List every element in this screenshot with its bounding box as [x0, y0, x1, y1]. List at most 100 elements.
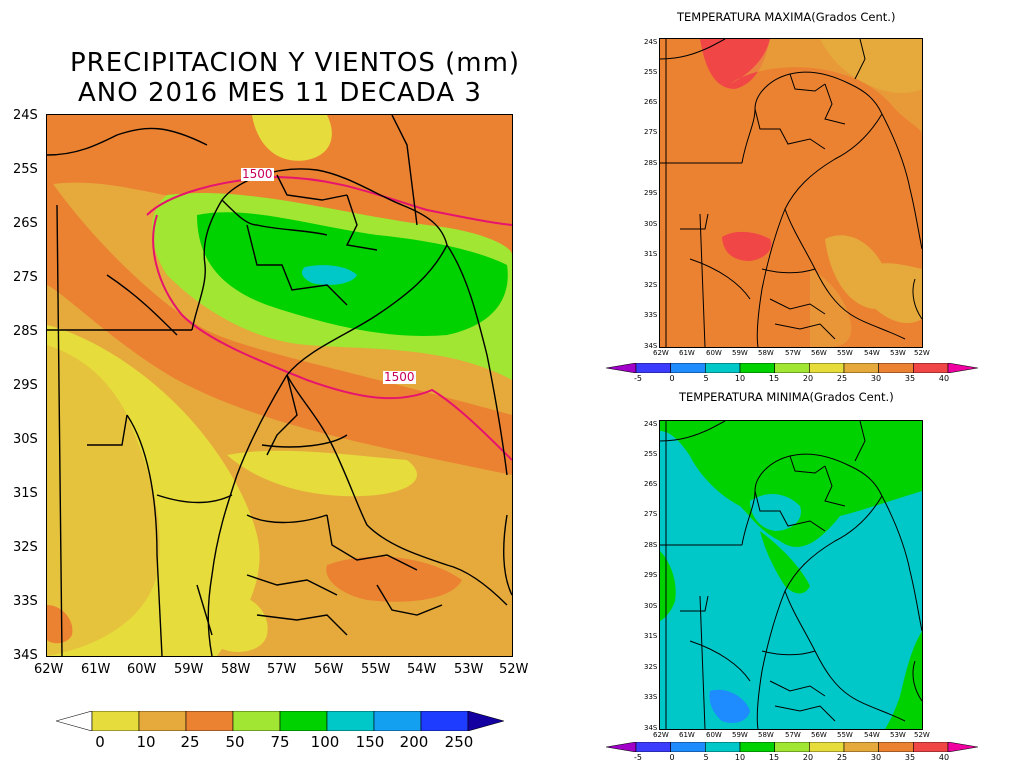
colorbar-label: 35 — [904, 374, 916, 383]
colorbar-swatch — [739, 742, 775, 752]
lon-label: 57W — [785, 731, 801, 739]
precipitation-colorbar — [56, 711, 504, 731]
lat-label: 26S — [644, 480, 658, 488]
lat-label: 29S — [644, 189, 658, 197]
lat-label: 29S — [644, 571, 658, 579]
tmin-title: TEMPERATURA MINIMA(Grados Cent.) — [679, 390, 894, 404]
lon-label: 55W — [361, 662, 391, 677]
lat-label: 27S — [644, 510, 658, 518]
colorbar-label: 10 — [136, 733, 156, 751]
lon-label: 52W — [914, 731, 930, 739]
lon-label: 52W — [914, 349, 930, 357]
lat-label: 33S — [13, 594, 38, 609]
lat-label: 28S — [13, 324, 38, 339]
lon-label: 54W — [864, 349, 880, 357]
lon-label: 54W — [864, 731, 880, 739]
lon-label: 57W — [267, 662, 297, 677]
colorbar-label: 5 — [703, 374, 709, 383]
colorbar-swatch — [705, 363, 741, 373]
colorbar-label: 20 — [802, 753, 814, 762]
colorbar-label: 150 — [355, 733, 385, 751]
tmax-title: TEMPERATURA MAXIMA(Grados Cent.) — [677, 10, 896, 24]
tmax-colorbar — [606, 363, 978, 373]
colorbar-label: 10 — [734, 374, 746, 383]
colorbar-swatch — [670, 363, 706, 373]
lat-label: 31S — [13, 486, 38, 501]
colorbar-swatch — [843, 363, 879, 373]
lat-label: 33S — [644, 693, 658, 701]
tmax-map — [659, 38, 923, 348]
lon-label: 60W — [706, 349, 722, 357]
lon-label: 56W — [811, 349, 827, 357]
lat-label: 28S — [644, 541, 658, 549]
colorbar-max-triangle — [947, 363, 978, 373]
lon-label: 60W — [127, 662, 157, 677]
main-title-line1: PRECIPITACION Y VIENTOS (mm) — [70, 48, 521, 78]
colorbar-label: 5 — [703, 753, 709, 762]
colorbar-swatch — [809, 742, 845, 752]
lat-label: 29S — [13, 378, 38, 393]
lat-label: 34S — [13, 648, 38, 663]
lat-label: 27S — [644, 128, 658, 136]
colorbar-swatch — [774, 363, 810, 373]
colorbar-swatch — [232, 711, 281, 731]
colorbar-swatch — [279, 711, 328, 731]
colorbar-swatch — [91, 711, 140, 731]
lat-label: 26S — [13, 216, 38, 231]
colorbar-swatch — [878, 363, 914, 373]
lon-label: 59W — [732, 349, 748, 357]
colorbar-swatch — [809, 363, 845, 373]
lon-label: 58W — [758, 349, 774, 357]
lon-label: 61W — [81, 662, 111, 677]
colorbar-label: 0 — [669, 753, 675, 762]
lat-label: 28S — [644, 159, 658, 167]
colorbar-min-triangle — [606, 742, 637, 752]
lon-label: 53W — [890, 731, 906, 739]
lat-label: 24S — [13, 108, 38, 123]
colorbar-label: 75 — [270, 733, 290, 751]
lon-label: 56W — [314, 662, 344, 677]
colorbar-swatch — [739, 363, 775, 373]
colorbar-min-triangle — [606, 363, 637, 373]
lon-label: 55W — [837, 731, 853, 739]
colorbar-label: -5 — [634, 374, 642, 383]
lon-label: 58W — [221, 662, 251, 677]
colorbar-min-triangle — [56, 711, 93, 731]
colorbar-label: -5 — [634, 753, 642, 762]
colorbar-swatch — [913, 363, 949, 373]
colorbar-label: 15 — [768, 374, 780, 383]
lon-label: 52W — [499, 662, 529, 677]
colorbar-label: 100 — [310, 733, 340, 751]
lat-label: 34S — [644, 724, 658, 732]
lat-label: 30S — [13, 432, 38, 447]
lat-label: 31S — [644, 632, 658, 640]
lon-label: 55W — [837, 349, 853, 357]
colorbar-label: 40 — [938, 753, 950, 762]
lat-label: 33S — [644, 311, 658, 319]
lon-label: 58W — [758, 731, 774, 739]
colorbar-swatches — [56, 711, 504, 731]
colorbar-label: 10 — [734, 753, 746, 762]
colorbar-swatch — [326, 711, 375, 731]
colorbar-swatches — [606, 742, 978, 752]
colorbar-swatch — [185, 711, 234, 731]
colorbar-label: 30 — [870, 753, 882, 762]
colorbar-swatch — [705, 742, 741, 752]
precipitation-map — [46, 114, 513, 657]
colorbar-max-triangle — [947, 742, 978, 752]
colorbar-swatch — [373, 711, 422, 731]
colorbar-swatch — [635, 742, 671, 752]
tmin-colorbar — [606, 742, 978, 752]
colorbar-label: 40 — [938, 374, 950, 383]
colorbar-label: 25 — [180, 733, 200, 751]
lon-label: 60W — [706, 731, 722, 739]
lon-label: 62W — [653, 349, 669, 357]
colorbar-label: 250 — [444, 733, 474, 751]
colorbar-label: 35 — [904, 753, 916, 762]
colorbar-label: 0 — [95, 733, 105, 751]
colorbar-label: 25 — [836, 374, 848, 383]
lat-label: 30S — [644, 602, 658, 610]
lat-label: 25S — [13, 162, 38, 177]
colorbar-label: 25 — [836, 753, 848, 762]
colorbar-label: 20 — [802, 374, 814, 383]
